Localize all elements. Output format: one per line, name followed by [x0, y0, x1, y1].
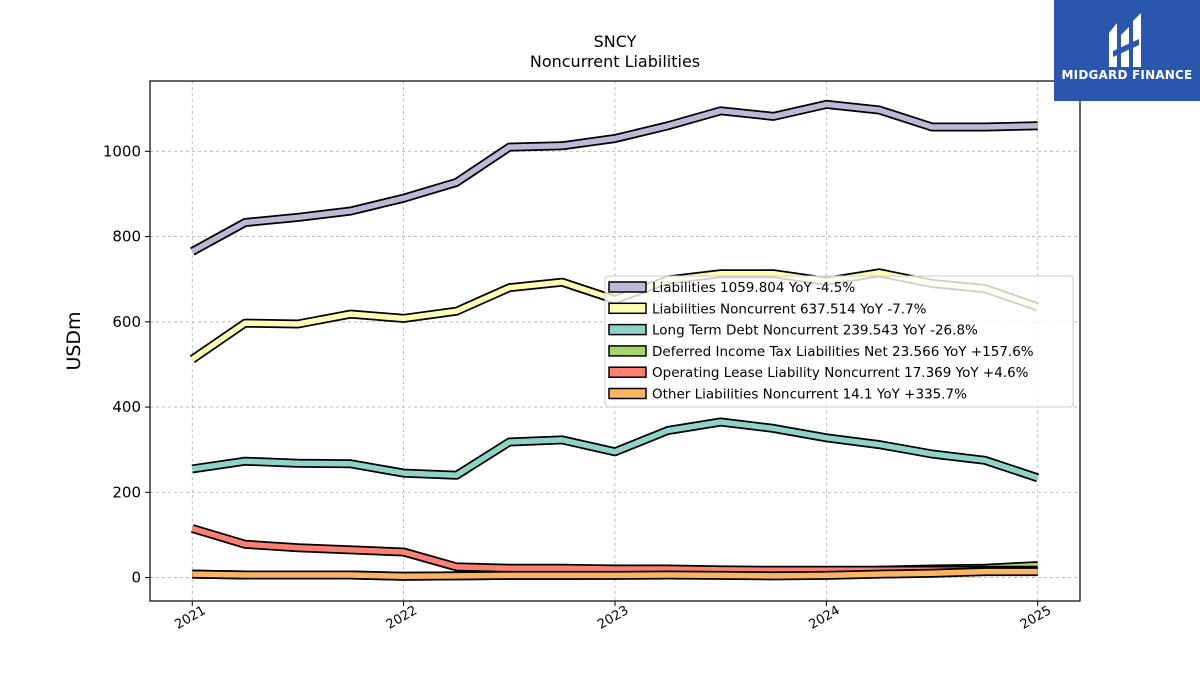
chart-title: SNCY — [594, 32, 637, 51]
legend-swatch — [608, 302, 647, 315]
y-tick-label: 200 — [112, 483, 141, 501]
x-tick-label: 2023 — [595, 603, 631, 633]
legend-label: Other Liabilities Noncurrent 14.1 YoY +3… — [652, 387, 967, 403]
series-other-liabilities-noncurrent — [192, 567, 1038, 581]
legend-label: Liabilities Noncurrent 637.514 YoY -7.7% — [652, 301, 927, 317]
x-tick-label: 2024 — [807, 603, 843, 633]
series-line — [190, 101, 1038, 254]
chart-subtitle: Noncurrent Liabilities — [530, 52, 700, 71]
logo-text: MIDGARD FINANCE — [1061, 68, 1193, 82]
legend-box — [604, 275, 1074, 408]
logo: MIDGARD FINANCE — [1054, 0, 1200, 101]
y-ticks: 0 200 400 600 800 1000 — [103, 142, 150, 587]
x-tick-label: 2025 — [1018, 603, 1054, 633]
logo-mark-icon — [1109, 13, 1141, 67]
series-line — [192, 568, 1038, 580]
legend-swatch — [608, 387, 647, 400]
legend-label: Long Term Debt Noncurrent 239.543 YoY -2… — [652, 323, 978, 339]
series-line — [191, 419, 1039, 481]
legend-label: Liabilities 1059.804 YoY -4.5% — [652, 280, 855, 296]
y-axis-label: USDm — [63, 311, 85, 370]
y-tick-label: 1000 — [103, 142, 141, 160]
series-liabilities — [190, 99, 1038, 256]
x-tick-label: 2021 — [172, 603, 208, 633]
legend-swatch — [608, 366, 647, 378]
legend-swatch — [608, 281, 647, 293]
series-long-term-debt-noncurrent — [191, 417, 1040, 483]
y-tick-label: 0 — [131, 569, 141, 587]
legend-swatch — [608, 345, 647, 357]
legend-label: Deferred Income Tax Liabilities Net 23.5… — [652, 344, 1034, 360]
y-tick-label: 400 — [112, 398, 141, 416]
legend-label: Operating Lease Liability Noncurrent 17.… — [652, 365, 1029, 381]
y-tick-label: 600 — [112, 313, 141, 331]
x-tick-label: 2022 — [384, 603, 420, 633]
x-ticks: 2021 2022 2023 2024 2025 — [172, 601, 1054, 633]
legend: Liabilities 1059.804 YoY -4.5% Liabilitie… — [604, 275, 1074, 408]
y-tick-label: 800 — [112, 228, 141, 246]
legend-swatch — [608, 323, 647, 336]
